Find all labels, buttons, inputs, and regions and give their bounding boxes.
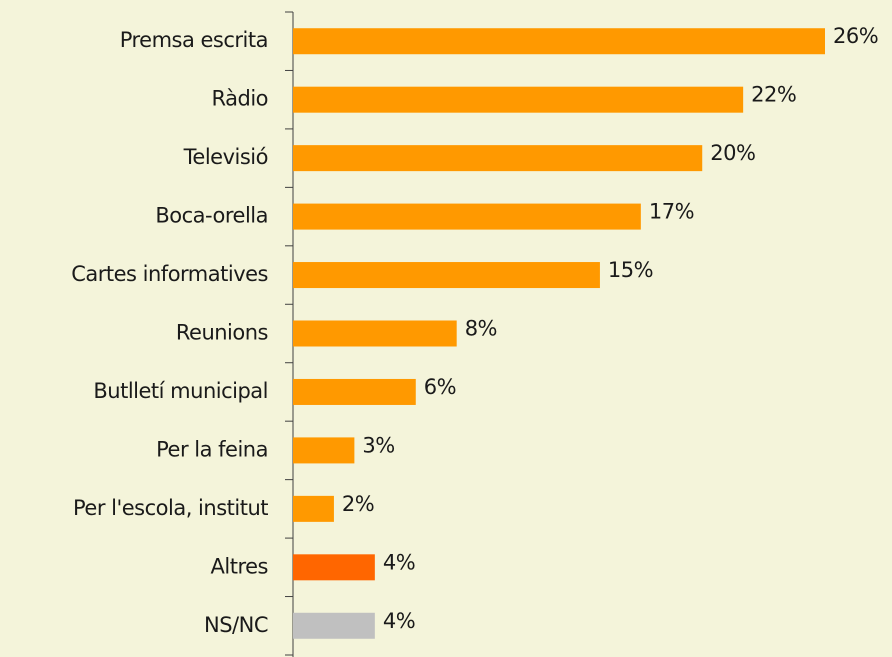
bar (293, 554, 375, 581)
category-label: Reunions (176, 321, 268, 345)
category-label: Ràdio (211, 87, 268, 111)
category-label: Cartes informatives (71, 262, 268, 286)
category-label: Premsa escrita (120, 28, 268, 52)
category-label: Televisió (183, 145, 268, 169)
bar (293, 203, 641, 230)
bar (293, 262, 600, 289)
category-label: Boca-orella (155, 204, 268, 228)
category-label: Butlletí municipal (93, 379, 268, 403)
category-label: NS/NC (204, 613, 268, 637)
bar (293, 612, 375, 639)
value-label: 17% (649, 200, 694, 224)
bar (293, 86, 744, 113)
category-label: Per l'escola, institut (73, 496, 268, 520)
value-label: 15% (608, 258, 653, 282)
bar (293, 320, 457, 347)
value-label: 20% (710, 141, 755, 165)
category-label: Altres (211, 554, 268, 578)
bar (293, 378, 416, 405)
value-label: 2% (342, 492, 374, 516)
bar (293, 437, 355, 464)
category-label: Per la feina (156, 437, 268, 461)
bar (293, 145, 703, 172)
value-label: 6% (424, 375, 456, 399)
value-label: 8% (465, 317, 497, 341)
bar (293, 495, 334, 522)
value-label: 26% (833, 24, 878, 48)
bar (293, 28, 825, 55)
value-label: 4% (383, 550, 415, 574)
value-label: 3% (362, 433, 394, 457)
value-label: 22% (751, 83, 796, 107)
value-label: 4% (383, 609, 415, 633)
